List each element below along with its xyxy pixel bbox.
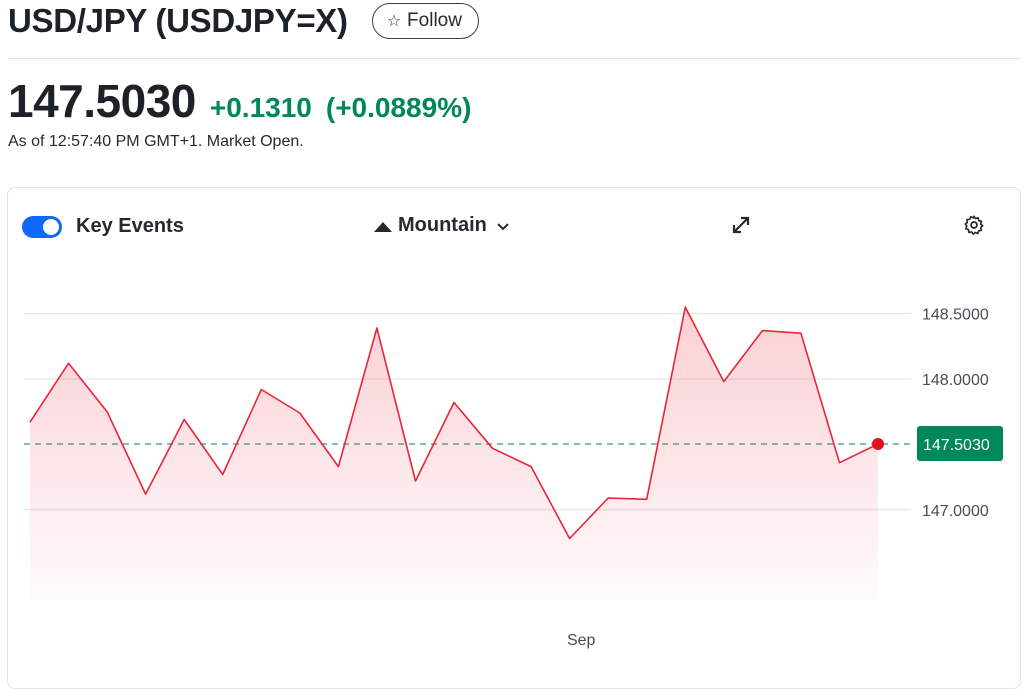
price-point: [183, 419, 185, 421]
price-point: [145, 493, 147, 495]
chart-area-layer: [30, 307, 878, 600]
current-price: 147.5030: [8, 75, 196, 127]
chart-type-label: Mountain: [398, 214, 487, 236]
price-area-fill: [30, 307, 878, 600]
last-price-tag-label: 147.5030: [923, 437, 990, 454]
toggle-knob: [43, 219, 59, 235]
price-point: [492, 448, 494, 450]
last-price-tag: [917, 425, 1003, 461]
y-tick-label: 148.5000: [922, 307, 989, 324]
price-point: [299, 412, 301, 414]
price-point: [762, 330, 764, 332]
price-point: [222, 474, 224, 476]
price-point: [607, 497, 609, 499]
y-tick-label: 148.0000: [922, 372, 989, 389]
price-point: [106, 411, 108, 413]
price-chart[interactable]: 148.5000 148.0000 147.0000 147.5030 Sep: [8, 188, 1020, 673]
header-divider: [8, 58, 1020, 59]
price-point: [646, 499, 648, 501]
chart-type-dropdown[interactable]: Mountain: [374, 214, 509, 237]
x-tick-label: Sep: [567, 632, 596, 649]
price-point: [723, 381, 725, 383]
chart-line-layer: [29, 306, 884, 540]
expand-icon[interactable]: [730, 214, 752, 241]
price-change: +0.1310: [209, 92, 312, 123]
follow-label: Follow: [407, 10, 462, 31]
price-point: [839, 462, 841, 464]
chevron-down-icon: [497, 218, 509, 234]
price-point: [260, 389, 262, 391]
price-point: [569, 538, 571, 540]
price-change-percent: (+0.0889%): [325, 92, 472, 123]
price-point: [68, 363, 70, 365]
follow-button[interactable]: ☆ Follow: [371, 3, 479, 39]
key-events-label: Key Events: [76, 215, 184, 237]
chart-card: Key Events Mountain: [7, 187, 1021, 689]
quote-header: USD/JPY (USDJPY=X) ☆ Follow: [8, 2, 479, 40]
price-point: [453, 402, 455, 404]
y-tick-label: 147.0000: [922, 503, 989, 520]
price-point: [530, 466, 532, 468]
price-series-line: [29, 306, 879, 540]
chart-axis-labels: 148.5000 148.0000 147.0000 147.5030 Sep: [567, 307, 1003, 649]
price-point: [29, 421, 31, 423]
last-price-marker: [872, 437, 884, 450]
star-icon: ☆: [386, 13, 402, 30]
page-title: USD/JPY (USDJPY=X): [8, 2, 348, 39]
price-point: [684, 306, 686, 308]
price-point: [376, 327, 378, 329]
price-quote: 147.5030 +0.1310 (+0.0889%): [8, 74, 471, 128]
chart-toolbar: Key Events Mountain: [8, 188, 1020, 264]
price-point: [800, 332, 802, 334]
price-point: [338, 466, 340, 468]
mountain-icon: [374, 221, 392, 232]
gear-icon[interactable]: [963, 214, 985, 241]
key-events-toggle[interactable]: [22, 216, 62, 238]
market-status-text: As of 12:57:40 PM GMT+1. Market Open.: [8, 133, 304, 150]
price-point: [415, 480, 417, 482]
